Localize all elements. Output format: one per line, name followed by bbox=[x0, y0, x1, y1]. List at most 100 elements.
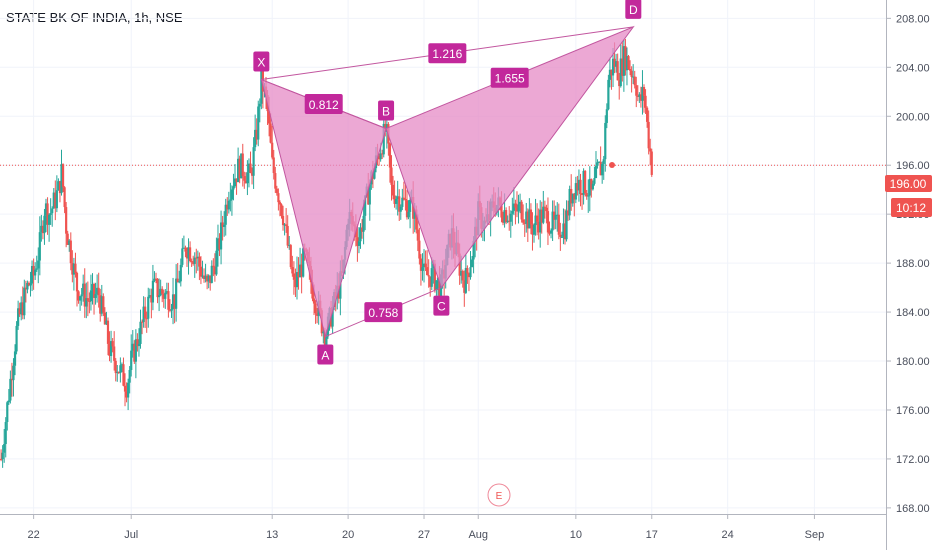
price-badges: 196.00 10:12 bbox=[885, 175, 932, 217]
candle-body bbox=[193, 257, 196, 264]
candle-body bbox=[508, 220, 511, 222]
candle-body bbox=[218, 238, 221, 250]
candle-body bbox=[168, 309, 172, 311]
candle-body bbox=[91, 284, 94, 291]
candle-body bbox=[608, 69, 612, 80]
candle-body bbox=[46, 203, 49, 225]
candle-body bbox=[379, 153, 382, 160]
candle-body bbox=[196, 256, 199, 259]
candle-body bbox=[292, 273, 295, 280]
candle-body bbox=[26, 282, 29, 290]
candle-body bbox=[102, 296, 105, 313]
candle-body bbox=[161, 288, 164, 294]
candle-body bbox=[632, 76, 635, 78]
price-tick-label: 168.00 bbox=[896, 503, 930, 515]
pattern-point-a-marker bbox=[317, 344, 334, 365]
candle-body bbox=[230, 189, 234, 200]
ratio-badge bbox=[364, 302, 403, 323]
candle-body bbox=[518, 201, 522, 205]
candle-body bbox=[54, 192, 57, 209]
candle-body bbox=[252, 147, 255, 176]
price-axis[interactable]: 168.00172.00176.00180.00184.00188.00192.… bbox=[886, 0, 930, 550]
candle-body bbox=[302, 248, 305, 277]
candle-body bbox=[514, 203, 517, 208]
harmonic-pattern[interactable]: X A B C D bbox=[253, 0, 642, 365]
candle-body bbox=[184, 247, 187, 252]
price-tick-label: 204.00 bbox=[896, 62, 930, 74]
candle-body bbox=[594, 165, 598, 179]
candle-body bbox=[288, 245, 291, 247]
candle-body bbox=[137, 343, 141, 347]
candle-body bbox=[89, 290, 93, 302]
candle-body bbox=[605, 109, 608, 123]
candle-body bbox=[622, 46, 625, 76]
candle-body bbox=[529, 209, 533, 225]
candle-body bbox=[249, 163, 252, 173]
candle-body bbox=[610, 69, 613, 76]
candle-body bbox=[289, 245, 292, 268]
candle-body bbox=[88, 300, 91, 302]
candle-body bbox=[615, 61, 618, 67]
candle-body bbox=[314, 303, 317, 314]
candle-body bbox=[464, 268, 467, 293]
candle-body bbox=[426, 267, 429, 276]
candle-body bbox=[381, 153, 384, 155]
candle-body bbox=[532, 225, 536, 235]
candle-body bbox=[599, 162, 602, 176]
candle-body bbox=[574, 183, 577, 200]
candle-body bbox=[520, 201, 523, 220]
candle-body bbox=[145, 318, 148, 320]
candle-body bbox=[546, 211, 550, 233]
candle-body bbox=[438, 277, 441, 298]
time-axis[interactable]: 22 Jul 13 20 27 Aug 10 17 24 Sep bbox=[0, 514, 886, 541]
candle-body bbox=[500, 205, 503, 218]
candle-body bbox=[48, 214, 51, 225]
candle-body bbox=[17, 308, 20, 326]
candle-body bbox=[202, 275, 206, 279]
ratio-badge bbox=[490, 67, 529, 88]
time-tick-label: Sep bbox=[805, 529, 825, 541]
candle-body bbox=[198, 256, 201, 267]
candle-body bbox=[75, 273, 79, 292]
candle-body bbox=[566, 210, 570, 216]
candle-body bbox=[509, 213, 512, 222]
candle-body bbox=[621, 58, 624, 76]
candle-body bbox=[382, 123, 385, 155]
candle-body bbox=[99, 295, 102, 314]
candle-body bbox=[85, 298, 88, 307]
candle-body bbox=[133, 343, 136, 362]
candle-body bbox=[97, 287, 100, 296]
candle-body bbox=[204, 275, 207, 279]
pattern-ratios: 0.812 0.758 1.216 1.655 bbox=[304, 43, 529, 323]
candle-body bbox=[274, 173, 277, 189]
candle-body bbox=[65, 207, 68, 234]
candle-body bbox=[430, 268, 433, 287]
time-tick-label: 13 bbox=[266, 529, 278, 541]
candle-body bbox=[639, 94, 643, 101]
candle-body bbox=[401, 197, 404, 207]
candle-body bbox=[405, 200, 409, 218]
candle-body bbox=[275, 188, 278, 194]
candle-body bbox=[7, 400, 10, 403]
candle-body bbox=[607, 79, 610, 110]
candle-body bbox=[579, 179, 582, 195]
candle-body bbox=[635, 85, 638, 96]
candle-body bbox=[650, 151, 653, 175]
price-tick-label: 200.00 bbox=[896, 111, 930, 123]
candle-body bbox=[337, 285, 340, 299]
candle-body bbox=[469, 267, 472, 278]
candle-body bbox=[162, 293, 165, 299]
candle-body bbox=[625, 56, 629, 71]
candle-body bbox=[125, 391, 128, 398]
candle-body bbox=[512, 203, 515, 211]
candle-body bbox=[577, 179, 581, 191]
candle-body bbox=[257, 106, 260, 140]
candle-body bbox=[396, 196, 399, 199]
candle-body bbox=[34, 269, 37, 276]
event-marker[interactable]: E bbox=[487, 483, 511, 507]
price-tick-label: 180.00 bbox=[896, 356, 930, 368]
candle-body bbox=[27, 282, 31, 286]
candle-body bbox=[182, 247, 185, 249]
candle-body bbox=[526, 211, 529, 229]
